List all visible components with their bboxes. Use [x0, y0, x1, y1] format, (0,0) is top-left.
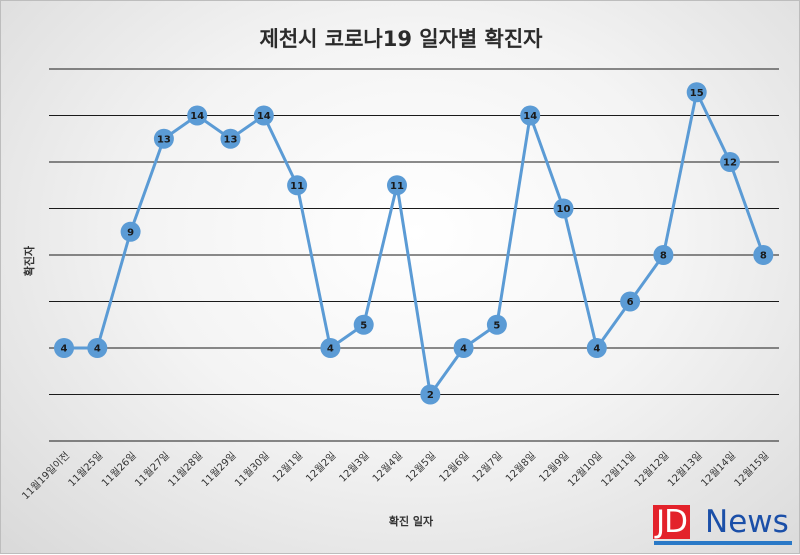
- x-tick-label: 12월12일: [632, 450, 671, 489]
- x-tick-label: 12월3일: [337, 450, 372, 485]
- data-label: 4: [61, 344, 68, 355]
- data-label: 13: [224, 134, 238, 145]
- data-point: [87, 338, 108, 358]
- data-label: 13: [157, 134, 171, 145]
- data-label: 8: [760, 251, 767, 262]
- x-tick-label: 12월15일: [732, 450, 771, 489]
- data-label: 4: [593, 344, 600, 355]
- data-label: 5: [493, 320, 500, 331]
- x-tick-label: 12월14일: [699, 450, 738, 489]
- x-tick-label: 12월13일: [665, 450, 704, 489]
- x-tick-label: 12월6일: [437, 450, 472, 485]
- x-tick-label: 12월11일: [599, 450, 638, 489]
- data-label: 4: [460, 344, 467, 355]
- data-point: [220, 128, 241, 149]
- data-label: 4: [94, 344, 101, 355]
- data-label: 15: [690, 88, 704, 99]
- data-point: [620, 291, 641, 312]
- data-point: [320, 338, 341, 358]
- data-label: 12: [723, 158, 737, 169]
- logo-underline: [654, 541, 792, 545]
- data-point: [453, 338, 474, 358]
- x-tick-label: 12월5일: [403, 450, 438, 485]
- data-label: 6: [627, 297, 634, 308]
- series-line: [64, 90, 765, 396]
- x-tick-label: 12월10일: [565, 450, 604, 489]
- data-point: [187, 105, 208, 126]
- data-label: 11: [390, 181, 404, 192]
- x-tick-label: 11월29일: [199, 450, 238, 489]
- x-tick-label: 11월25일: [66, 450, 105, 489]
- data-point: [287, 175, 308, 196]
- x-tick-label: 11월30일: [232, 450, 271, 489]
- data-point: [420, 384, 441, 405]
- x-tick-label: 12월8일: [503, 450, 538, 485]
- jdnews-logo: JD News: [653, 501, 793, 547]
- data-label: 2: [427, 390, 434, 401]
- data-point: [586, 338, 607, 358]
- data-point: [486, 314, 507, 335]
- x-tick-label: 11월27일: [133, 450, 172, 489]
- data-point: [387, 175, 407, 196]
- data-label: 14: [523, 111, 537, 122]
- y-axis-label: 확진자: [23, 245, 36, 277]
- x-tick-label: 12월1일: [270, 450, 305, 485]
- x-tick-label: 12월4일: [370, 450, 405, 485]
- data-point: [353, 314, 374, 335]
- data-label: 14: [257, 111, 271, 122]
- data-point: [520, 105, 541, 126]
- data-label: 10: [557, 204, 571, 215]
- x-tick-label: 11월28일: [166, 450, 205, 489]
- data-point: [120, 221, 141, 242]
- x-tick-label: 11월26일: [99, 450, 138, 489]
- data-label: 5: [360, 320, 367, 331]
- data-point: [686, 82, 707, 103]
- data-label: 14: [190, 111, 204, 122]
- data-point: [553, 198, 574, 219]
- data-point: [753, 245, 774, 265]
- chart-title: 제천시 코로나19 일자별 확진자: [259, 27, 543, 51]
- data-point: [153, 128, 174, 149]
- x-tick-label: 12월2일: [304, 450, 339, 485]
- data-label: 9: [127, 227, 134, 238]
- data-label: 8: [660, 251, 667, 262]
- data-point: [54, 338, 74, 358]
- data-point: [253, 105, 274, 126]
- x-tick-label: 12월7일: [470, 450, 505, 485]
- data-label: 11: [290, 181, 304, 192]
- data-point: [653, 245, 674, 265]
- x-axis-label: 확진 일자: [388, 515, 434, 528]
- logo-news: News: [705, 504, 789, 540]
- x-tick-label: 11월19일이전: [20, 450, 73, 503]
- data-point: [720, 152, 740, 172]
- logo-jd: JD: [653, 505, 691, 539]
- x-tick-label: 12월9일: [537, 450, 572, 485]
- data-label: 4: [327, 344, 334, 355]
